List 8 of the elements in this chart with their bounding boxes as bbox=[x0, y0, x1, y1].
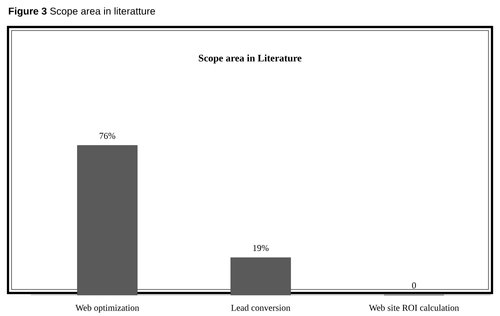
data-label: 0 bbox=[412, 282, 416, 288]
x-tick-label: Lead conversion bbox=[231, 304, 290, 311]
data-label: 76% bbox=[100, 132, 116, 139]
x-tick-label: Web site ROI calculation bbox=[368, 304, 459, 311]
x-tick-label: Web optimization bbox=[75, 304, 140, 313]
text: Figure 3 Scope area in literatture bbox=[8, 7, 156, 17]
chart-title: Scope area in Literature bbox=[198, 54, 302, 64]
data-label: 19% bbox=[253, 245, 269, 252]
